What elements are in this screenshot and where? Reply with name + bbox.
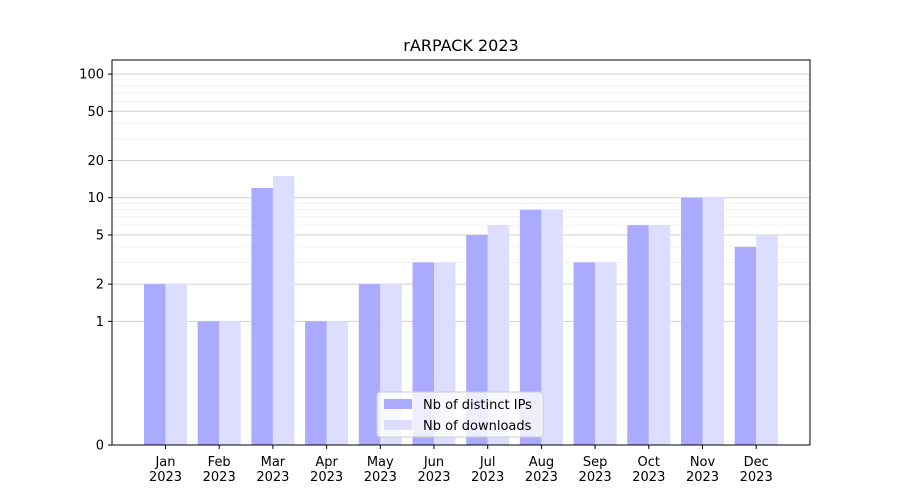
chart-title: rARPACK 2023 — [403, 36, 518, 55]
bar-distinct-ips — [573, 262, 596, 445]
x-tick-label-line: 2023 — [525, 470, 558, 485]
x-tick-label-line: 2023 — [310, 470, 343, 485]
x-tick-label: Oct 2023 — [632, 455, 665, 485]
legend-box — [376, 391, 544, 438]
bar-distinct-ips — [519, 209, 542, 445]
legend-label: Nb of distinct IPs — [423, 398, 532, 413]
y-tick-label: 50 — [87, 105, 104, 120]
x-tick-label: Aug 2023 — [525, 455, 558, 485]
y-tick-label: 10 — [87, 191, 104, 206]
bar-downloads — [702, 197, 724, 445]
x-tick-label: Jul 2023 — [471, 455, 504, 485]
x-tick-label: Mar 2023 — [256, 455, 289, 485]
bar-distinct-ips — [251, 187, 273, 445]
x-tick-label: Jun 2023 — [417, 455, 450, 485]
y-tick-label: 20 — [87, 154, 104, 169]
x-tick-label-line: 2023 — [471, 470, 504, 485]
x-tick-label-line: 2023 — [740, 470, 773, 485]
bar-distinct-ips — [358, 284, 381, 445]
bar-downloads — [272, 175, 295, 445]
x-tick-label-line: 2023 — [203, 470, 236, 485]
bar-downloads — [756, 234, 778, 445]
legend-swatch — [384, 420, 412, 430]
y-tick-label: 2 — [96, 278, 104, 293]
plot-frame — [111, 59, 811, 446]
x-tick-label: Sep 2023 — [579, 455, 612, 485]
bars — [144, 175, 778, 445]
x-tick-label-line: 2023 — [579, 470, 612, 485]
x-tick-label: Feb 2023 — [203, 455, 236, 485]
x-tick-label-line: Nov — [690, 455, 716, 470]
x-tick-label: Nov 2023 — [686, 455, 719, 485]
x-tick-label-line: Feb — [208, 455, 231, 470]
legend-swatch — [384, 399, 412, 409]
y-tick-label: 100 — [79, 68, 104, 83]
bar-distinct-ips — [734, 246, 757, 445]
bar-downloads — [648, 225, 671, 445]
x-tick-label: Dec 2023 — [740, 455, 773, 485]
legend: Nb of distinct IPs Nb of downloads — [376, 391, 544, 438]
x-tick-label: May 2023 — [364, 455, 397, 485]
x-tick-label-line: Jan — [154, 455, 175, 470]
bar-distinct-ips — [305, 321, 327, 445]
x-tick-label-line: 2023 — [256, 470, 289, 485]
x-tick-label-line: May — [367, 455, 394, 470]
bar-downloads — [541, 209, 563, 445]
bar-distinct-ips — [681, 197, 703, 445]
y-tick-label: 1 — [96, 315, 104, 330]
bar-distinct-ips — [144, 284, 166, 445]
x-tick-label-line: Dec — [744, 455, 769, 470]
x-tick-label: Apr 2023 — [310, 455, 343, 485]
bar-downloads — [487, 225, 510, 445]
x-tick-label-line: 2023 — [364, 470, 397, 485]
x-tick-label-line: Jun — [423, 455, 444, 470]
x-tick-label-line: 2023 — [686, 470, 719, 485]
x-tick-label: Jan 2023 — [149, 455, 182, 485]
x-tick-label-line: 2023 — [149, 470, 182, 485]
x-tick-label-line: Apr — [315, 455, 338, 470]
y-tick-label: 5 — [96, 228, 104, 243]
grid-lines — [112, 73, 810, 446]
legend-label: Nb of downloads — [423, 419, 532, 434]
bar-downloads — [219, 321, 241, 445]
x-tick-label-line: 2023 — [417, 470, 450, 485]
x-tick-label-line: 2023 — [632, 470, 665, 485]
x-tick-label-line: Oct — [638, 455, 660, 470]
axes — [108, 59, 811, 449]
x-tick-label-line: Sep — [583, 455, 608, 470]
bar-downloads — [595, 262, 617, 445]
bar-distinct-ips — [627, 225, 649, 445]
bar-downloads — [165, 284, 187, 445]
x-tick-label-line: Jul — [479, 455, 496, 470]
y-tick-label: 0 — [96, 439, 104, 454]
bar-downloads — [326, 321, 349, 445]
x-tick-label-line: Aug — [529, 455, 554, 470]
bar-distinct-ips — [197, 321, 220, 445]
x-tick-label-line: Mar — [261, 455, 286, 470]
